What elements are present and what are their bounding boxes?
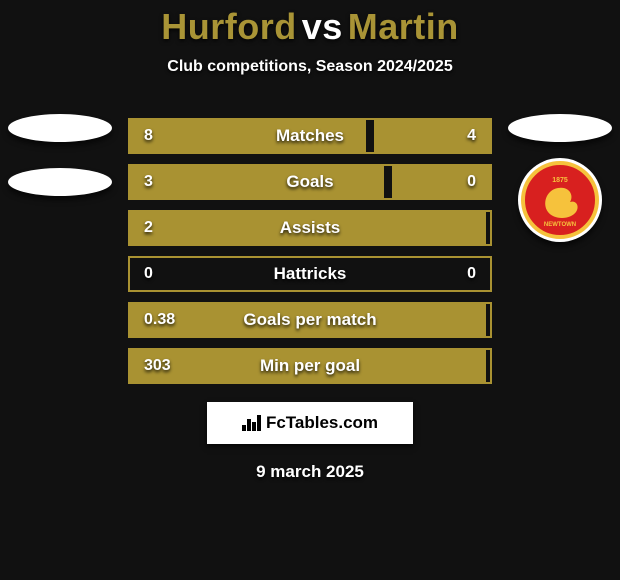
stat-value-left: 2 (144, 210, 153, 246)
vs-text: vs (302, 6, 343, 47)
stat-label: Goals per match (128, 302, 492, 338)
stat-row: Hattricks0 0 (128, 256, 492, 292)
fctables-logo: FcTables.com (207, 402, 413, 444)
stat-value-right: 4 (467, 118, 476, 154)
stat-value-right: 0 (467, 164, 476, 200)
stat-label: Min per goal (128, 348, 492, 384)
crest-right-column: 1875 NEWTOWN (508, 108, 612, 242)
svg-text:1875: 1875 (552, 177, 568, 184)
svg-text:NEWTOWN: NEWTOWN (544, 222, 576, 228)
stat-value-left: 3 (144, 164, 153, 200)
stat-value-left: 8 (144, 118, 153, 154)
crest-placeholder (508, 114, 612, 142)
stat-value-left: 303 (144, 348, 171, 384)
crest-placeholder (8, 114, 112, 142)
crest-placeholder (8, 168, 112, 196)
stat-value-left: 0 (144, 256, 153, 292)
stat-label: Assists (128, 210, 492, 246)
stat-label: Matches (128, 118, 492, 154)
stat-row: Min per goal303 (128, 348, 492, 384)
stat-row: Goals per match0.38 (128, 302, 492, 338)
stat-row: Matches8 4 (128, 118, 492, 154)
stats-block: Matches84Goals30Assists2Hattricks00Goals… (128, 118, 492, 394)
stat-label: Hattricks (128, 256, 492, 292)
player-a-name: Hurford (161, 6, 296, 47)
stat-row: Assists2 (128, 210, 492, 246)
crest-left-column (8, 108, 112, 196)
player-b-name: Martin (348, 6, 459, 47)
stat-label: Goals (128, 164, 492, 200)
stat-value-left: 0.38 (144, 302, 175, 338)
bars-icon (242, 415, 262, 431)
fctables-text: FcTables.com (266, 413, 378, 433)
page-title: Hurford vs Martin (0, 6, 620, 48)
club-badge: 1875 NEWTOWN (518, 158, 602, 242)
subtitle: Club competitions, Season 2024/2025 (0, 58, 620, 76)
stat-value-right: 0 (467, 256, 476, 292)
stat-row: Goals3 0 (128, 164, 492, 200)
date-text: 9 march 2025 (0, 462, 620, 482)
